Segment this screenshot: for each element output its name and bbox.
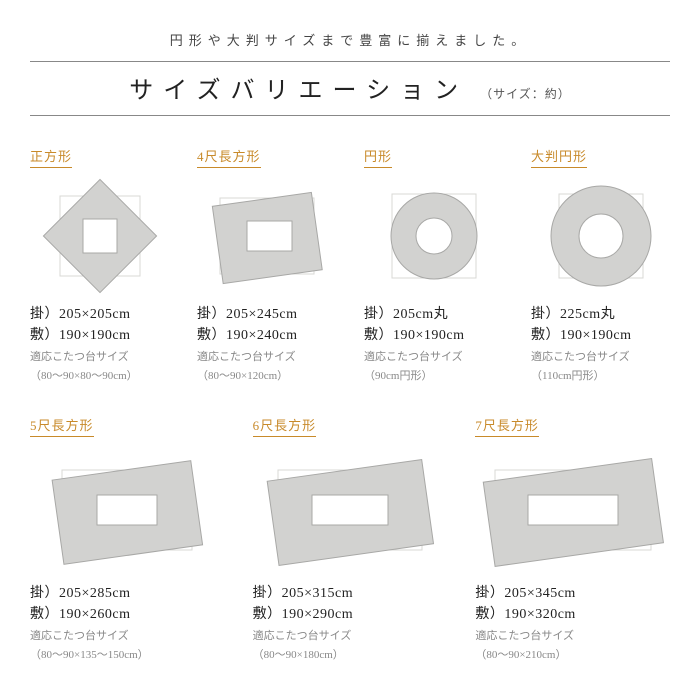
size-item-circle: 円形 掛）205cm丸 敷）190×190cm 適応こたつ台サイズ （90cm円… [354, 146, 513, 385]
specs: 掛）205×285cm 敷）190×260cm 適応こたつ台サイズ （80〜90… [20, 583, 235, 664]
shape-label: 4尺長方形 [197, 146, 261, 168]
kake-size: 掛）225cm丸 [531, 304, 680, 325]
shape-label: 5尺長方形 [30, 415, 94, 437]
shape-label: 大判円形 [531, 146, 587, 168]
size-item-6shaku: 6尺長方形 掛）205×315cm 敷）190×290cm 適応こたつ台サイズ … [243, 415, 458, 664]
size-item-square: 正方形 掛）205×205cm 敷）190×190cm 適応こたつ台サイズ （8… [20, 146, 179, 385]
kake-size: 掛）205×345cm [475, 583, 680, 604]
shiki-size: 敷）190×320cm [475, 604, 680, 625]
title-row: サイズバリエーション （サイズ：約） [30, 61, 670, 116]
size-item-5shaku: 5尺長方形 掛）205×285cm 敷）190×260cm 適応こたつ台サイズ … [20, 415, 235, 664]
kake-size: 掛）205×205cm [30, 304, 179, 325]
page-title: サイズバリエーション [129, 70, 468, 105]
compat-value: （80〜90×135〜150cm） [30, 648, 235, 663]
compat-value: （110cm円形） [531, 369, 680, 384]
compat-label: 適応こたつ台サイズ [531, 350, 680, 365]
tagline: 円形や大判サイズまで豊富に揃えました。 [20, 30, 680, 49]
size-item-7shaku: 7尺長方形 掛）205×345cm 敷）190×320cm 適応こたつ台サイズ … [465, 415, 680, 664]
size-grid-row2: 5尺長方形 掛）205×285cm 敷）190×260cm 適応こたつ台サイズ … [20, 415, 680, 664]
header: 円形や大判サイズまで豊富に揃えました。 サイズバリエーション （サイズ：約） [20, 30, 680, 116]
compat-value: （80〜90×120cm） [197, 369, 346, 384]
kake-size: 掛）205cm丸 [364, 304, 513, 325]
specs: 掛）205×315cm 敷）190×290cm 適応こたつ台サイズ （80〜90… [243, 583, 458, 664]
specs: 掛）205×205cm 敷）190×190cm 適応こたつ台サイズ （80〜90… [20, 304, 179, 385]
shape-label: 正方形 [30, 146, 72, 168]
shiki-size: 敷）190×290cm [253, 604, 458, 625]
diamond-diagram [25, 176, 175, 296]
shiki-size: 敷）190×190cm [531, 325, 680, 346]
big-circle-diagram [526, 176, 676, 296]
kake-size: 掛）205×285cm [30, 583, 235, 604]
kake-size: 掛）205×315cm [253, 583, 458, 604]
compat-value: （80〜90×180cm） [253, 648, 458, 663]
compat-label: 適応こたつ台サイズ [253, 629, 458, 644]
rect-diagram [192, 176, 342, 296]
shiki-size: 敷）190×260cm [30, 604, 235, 625]
size-grid-row1: 正方形 掛）205×205cm 敷）190×190cm 適応こたつ台サイズ （8… [20, 146, 680, 385]
compat-label: 適応こたつ台サイズ [30, 629, 235, 644]
shiki-size: 敷）190×240cm [197, 325, 346, 346]
size-item-big-circle: 大判円形 掛）225cm丸 敷）190×190cm 適応こたつ台サイズ （110… [521, 146, 680, 385]
compat-value: （80〜90×80〜90cm） [30, 369, 179, 384]
specs: 掛）205×345cm 敷）190×320cm 適応こたつ台サイズ （80〜90… [465, 583, 680, 664]
circle-diagram [359, 176, 509, 296]
shiki-size: 敷）190×190cm [364, 325, 513, 346]
shape-label: 7尺長方形 [475, 415, 539, 437]
compat-label: 適応こたつ台サイズ [364, 350, 513, 365]
title-note: （サイズ：約） [480, 85, 571, 102]
specs: 掛）225cm丸 敷）190×190cm 適応こたつ台サイズ （110cm円形） [521, 304, 680, 385]
compat-label: 適応こたつ台サイズ [30, 350, 179, 365]
kake-size: 掛）205×245cm [197, 304, 346, 325]
specs: 掛）205cm丸 敷）190×190cm 適応こたつ台サイズ （90cm円形） [354, 304, 513, 385]
compat-label: 適応こたつ台サイズ [197, 350, 346, 365]
shape-label: 6尺長方形 [253, 415, 317, 437]
compat-value: （90cm円形） [364, 369, 513, 384]
rect6-diagram [250, 445, 450, 575]
size-item-4shaku: 4尺長方形 掛）205×245cm 敷）190×240cm 適応こたつ台サイズ … [187, 146, 346, 385]
specs: 掛）205×245cm 敷）190×240cm 適応こたつ台サイズ （80〜90… [187, 304, 346, 385]
shiki-size: 敷）190×190cm [30, 325, 179, 346]
shape-label: 円形 [364, 146, 392, 168]
rect5-diagram [27, 445, 227, 575]
compat-value: （80〜90×210cm） [475, 648, 680, 663]
rect7-diagram [473, 445, 673, 575]
compat-label: 適応こたつ台サイズ [475, 629, 680, 644]
